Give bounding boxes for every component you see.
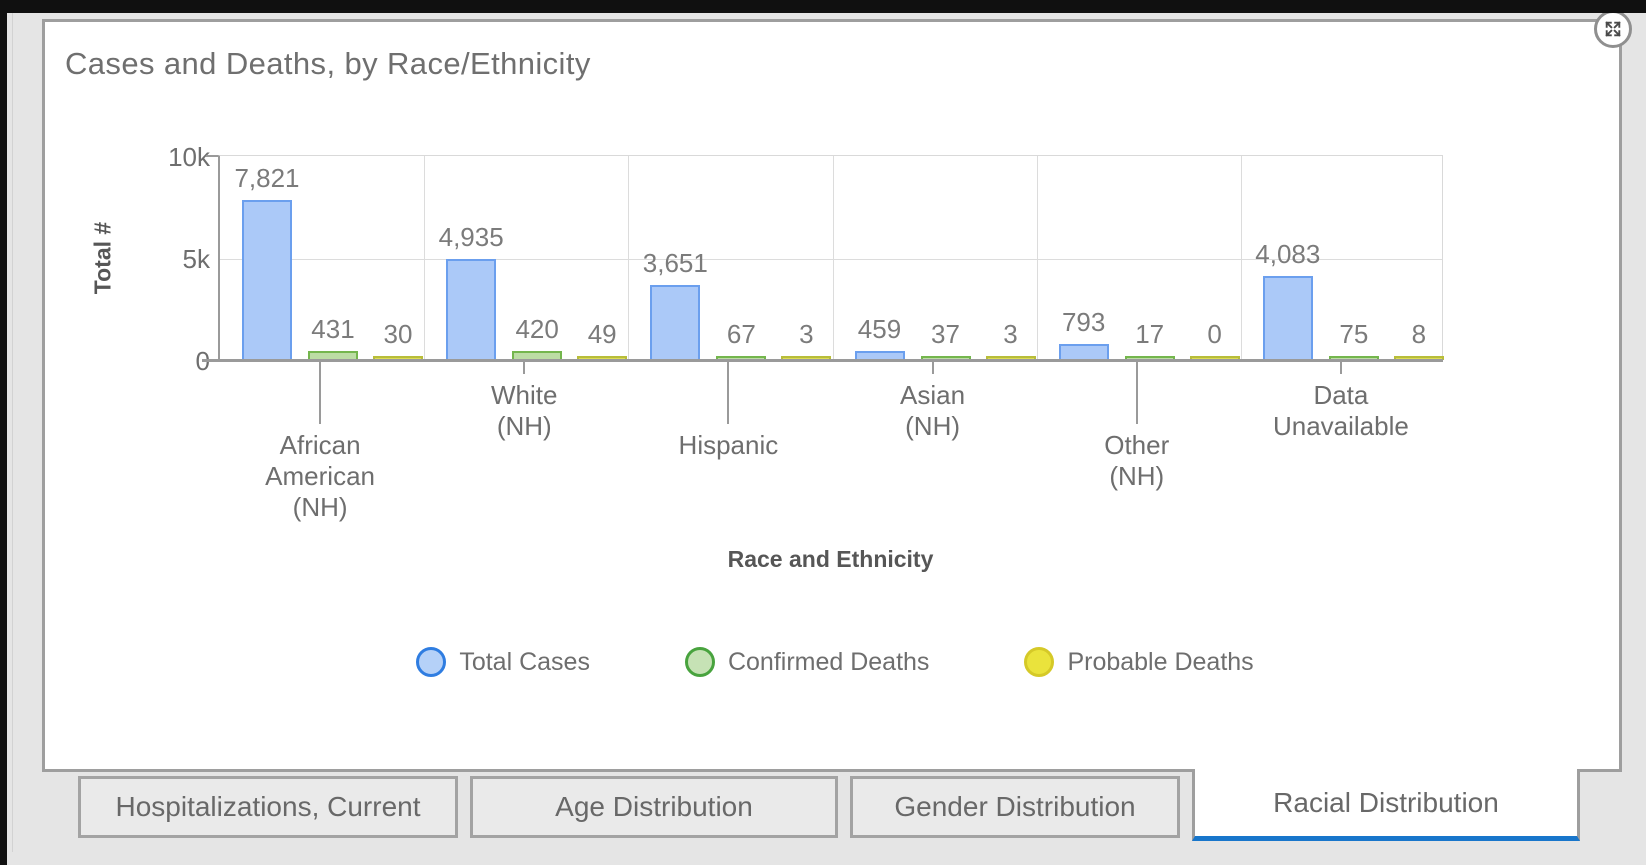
- background-divider-vertical: [12, 9, 13, 852]
- legend-label: Probable Deaths: [1067, 647, 1254, 676]
- bar-confirmed-deaths-data-unavailable[interactable]: [1328, 356, 1379, 360]
- gridline-vertical: [1036, 156, 1038, 360]
- tab-racial-distribution[interactable]: Racial Distribution: [1192, 769, 1580, 841]
- bar-probable-deaths-data-unavailable[interactable]: [1393, 356, 1444, 360]
- panel-title: Cases and Deaths, by Race/Ethnicity: [65, 46, 591, 81]
- category-label-african-american-nh: African American (NH): [265, 430, 375, 522]
- bar-value-label: 17: [1135, 319, 1165, 349]
- category-tick: [319, 362, 322, 424]
- bar-probable-deaths-hispanic[interactable]: [781, 356, 832, 360]
- bar-total-cases-hispanic[interactable]: [650, 285, 701, 360]
- bar-value-label: 0: [1207, 319, 1222, 349]
- bar-value-label: 459: [857, 314, 902, 344]
- expand-arrows-icon: [1601, 17, 1625, 41]
- category-tick: [1135, 362, 1138, 424]
- gridline-5k: [220, 258, 1442, 260]
- category-label-hispanic: Hispanic: [678, 430, 779, 460]
- tab-age-distribution[interactable]: Age Distribution: [470, 776, 838, 838]
- bar-total-cases-data-unavailable[interactable]: [1262, 276, 1313, 360]
- bar-total-cases-asian-nh[interactable]: [854, 351, 905, 360]
- tab-gender-distribution[interactable]: Gender Distribution: [850, 776, 1180, 838]
- legend-label: Total Cases: [459, 647, 590, 676]
- legend-label: Confirmed Deaths: [727, 647, 930, 676]
- bar-value-label: 30: [383, 319, 413, 349]
- bar-value-label: 4,935: [438, 222, 504, 252]
- legend-swatch-icon: [684, 647, 715, 677]
- gridline-vertical: [628, 156, 630, 360]
- category-label-other-nh: Other (NH): [1104, 430, 1170, 491]
- legend-item-confirmed-deaths: Confirmed Deaths: [684, 647, 930, 677]
- category-label-white-nh: White (NH): [491, 380, 558, 441]
- y-axis-tick-10k: [206, 155, 218, 157]
- y-tick-label-10k: 10k: [168, 142, 210, 172]
- legend-swatch-icon: [416, 647, 447, 677]
- bar-value-label: 8: [1411, 319, 1427, 349]
- bar-value-label: 49: [587, 319, 617, 349]
- bar-value-label: 3: [799, 319, 814, 349]
- bar-value-label: 793: [1061, 307, 1106, 337]
- gridline-vertical: [424, 156, 426, 360]
- screen-bottom-border: [0, 0, 1646, 13]
- bar-confirmed-deaths-other-nh[interactable]: [1124, 356, 1175, 360]
- screen-right-border: [0, 0, 7, 865]
- x-axis-categories: African American (NH) White (NH) Hispanic A…: [218, 360, 1443, 545]
- gridline-vertical: [1240, 156, 1242, 360]
- bar-value-label: 420: [515, 314, 559, 344]
- category-label-data-unavailable: Data Unavailable: [1272, 380, 1409, 441]
- bar-value-label: 3: [1003, 319, 1018, 349]
- x-axis-title: Race and Ethnicity: [727, 546, 934, 572]
- bar-probable-deaths-white-nh[interactable]: [577, 356, 628, 360]
- tab-hospitalizations-current[interactable]: Hospitalizations, Current: [78, 776, 458, 838]
- bar-total-cases-african-american-nh[interactable]: [242, 200, 292, 360]
- bar-probable-deaths-asian-nh[interactable]: [985, 356, 1036, 360]
- plot-area: 7,821 4,935 3,651 459 793 4,083 431 420 67 37 17 75…: [202, 155, 1444, 362]
- category-tick: [523, 362, 526, 374]
- bar-total-cases-white-nh[interactable]: [446, 259, 497, 360]
- category-label-asian-nh: Asian (NH): [900, 380, 966, 441]
- bar-value-label: 75: [1339, 319, 1369, 349]
- category-tick: [931, 362, 934, 374]
- bar-value-label: 3,651: [642, 248, 708, 278]
- gridline-vertical: [832, 156, 834, 360]
- legend-item-probable-deaths: Probable Deaths: [1024, 647, 1254, 677]
- bar-value-label: 67: [726, 319, 756, 349]
- chart-legend: Total Cases Confirmed Deaths Probable Deat…: [145, 630, 1525, 694]
- bar-confirmed-deaths-hispanic[interactable]: [716, 356, 767, 360]
- bar-value-label: 37: [931, 319, 960, 349]
- y-tick-label-5k: 5k: [182, 244, 210, 274]
- bar-value-label: 431: [311, 314, 355, 344]
- chart-panel: Cases and Deaths, by Race/Ethnicity Tota…: [42, 19, 1622, 772]
- legend-swatch-icon: [1024, 647, 1055, 677]
- bar-confirmed-deaths-white-nh[interactable]: [512, 351, 563, 360]
- category-tick: [1339, 362, 1342, 374]
- expand-button[interactable]: [1594, 10, 1632, 48]
- bar-value-label: 4,083: [1255, 239, 1321, 269]
- bar-confirmed-deaths-asian-nh[interactable]: [920, 356, 971, 360]
- bar-probable-deaths-other-nh[interactable]: [1189, 356, 1240, 360]
- bar-probable-deaths-african-american-nh[interactable]: [373, 356, 423, 360]
- bar-confirmed-deaths-african-american-nh[interactable]: [308, 351, 358, 360]
- bar-value-label: 7,821: [234, 163, 300, 193]
- bar-total-cases-other-nh[interactable]: [1058, 344, 1109, 360]
- category-tick: [727, 362, 730, 424]
- x-axis-line: [202, 359, 1443, 362]
- legend-item-total-cases: Total Cases: [416, 647, 590, 677]
